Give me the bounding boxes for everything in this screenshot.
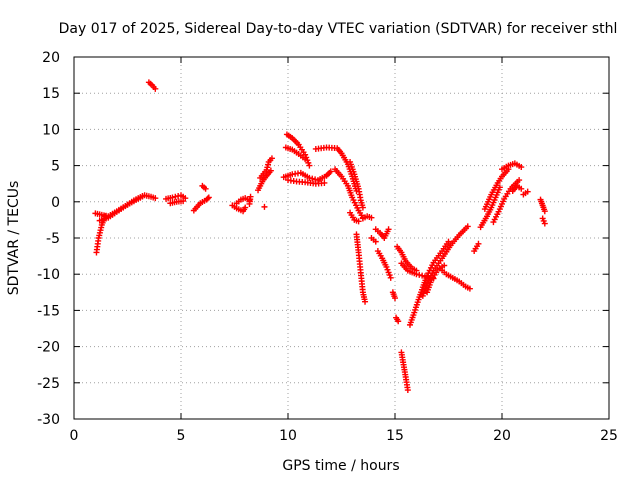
- data-point: [175, 193, 182, 200]
- data-point: [386, 272, 393, 279]
- data-point: [541, 220, 548, 227]
- y-tick-label: -5: [46, 231, 60, 247]
- data-point: [387, 274, 394, 281]
- data-point: [372, 238, 379, 245]
- y-tick-label: -15: [37, 303, 60, 319]
- y-tick-label: 0: [51, 195, 60, 211]
- y-tick-label: -30: [37, 412, 60, 428]
- y-tick-label: -20: [37, 340, 60, 356]
- data-point: [385, 226, 392, 233]
- data-point: [395, 318, 402, 325]
- data-point: [169, 194, 176, 201]
- x-tick-label: 5: [177, 428, 186, 444]
- data-point: [152, 195, 159, 202]
- data-point: [305, 159, 312, 166]
- data-point: [327, 168, 334, 175]
- data-point: [321, 179, 328, 186]
- y-tick-label: 5: [51, 159, 60, 175]
- data-point: [384, 266, 391, 273]
- data-point: [516, 177, 523, 184]
- y-tick-label: -10: [37, 267, 60, 283]
- data-point: [362, 298, 369, 305]
- data-point: [267, 167, 274, 174]
- data-point: [541, 208, 548, 215]
- data-points: [92, 79, 548, 394]
- chart-title: Day 017 of 2025, Sidereal Day-to-day VTE…: [59, 21, 618, 37]
- data-point: [466, 285, 473, 292]
- data-point: [475, 240, 482, 247]
- data-point: [359, 204, 366, 211]
- data-point: [518, 185, 525, 192]
- x-tick-label: 25: [600, 428, 618, 444]
- data-point: [309, 175, 316, 182]
- y-tick-label: -25: [37, 376, 60, 392]
- y-tick-label: 15: [42, 86, 60, 102]
- data-point: [404, 387, 411, 394]
- data-point: [392, 295, 398, 302]
- grid-lines: [74, 57, 609, 419]
- x-axis-title: GPS time / hours: [282, 458, 399, 474]
- data-point: [445, 238, 452, 245]
- data-point: [152, 85, 159, 92]
- data-point: [464, 223, 471, 230]
- data-point: [383, 263, 390, 270]
- data-point: [172, 193, 179, 200]
- data-point: [524, 188, 531, 195]
- data-point: [268, 155, 275, 162]
- data-point: [242, 204, 249, 211]
- data-point: [247, 193, 254, 200]
- data-point: [204, 195, 211, 202]
- y-tick-label: 20: [42, 50, 60, 66]
- data-point: [518, 164, 525, 171]
- data-point: [205, 194, 212, 201]
- data-point: [261, 203, 268, 210]
- data-point: [416, 271, 423, 278]
- data-point: [413, 271, 420, 278]
- y-tick-label: 10: [42, 122, 60, 138]
- data-point: [441, 262, 448, 269]
- x-tick-label: 10: [279, 428, 297, 444]
- y-axis-title: SDTVAR / TECUs: [6, 181, 22, 296]
- data-point: [202, 185, 209, 192]
- data-point: [302, 156, 309, 163]
- data-point: [180, 198, 187, 205]
- data-point: [385, 269, 392, 276]
- data-point: [306, 174, 313, 181]
- x-tick-label: 0: [70, 428, 79, 444]
- x-tick-label: 15: [386, 428, 404, 444]
- x-tick-label: 20: [493, 428, 511, 444]
- data-point: [306, 162, 313, 169]
- data-point: [368, 214, 375, 221]
- data-point: [139, 193, 146, 200]
- data-point: [355, 218, 362, 225]
- axis-ticks: 0 5 10 15 20 25 -30 -25 -20 -15 -10 -5 0 5 10 15 20: [37, 50, 618, 444]
